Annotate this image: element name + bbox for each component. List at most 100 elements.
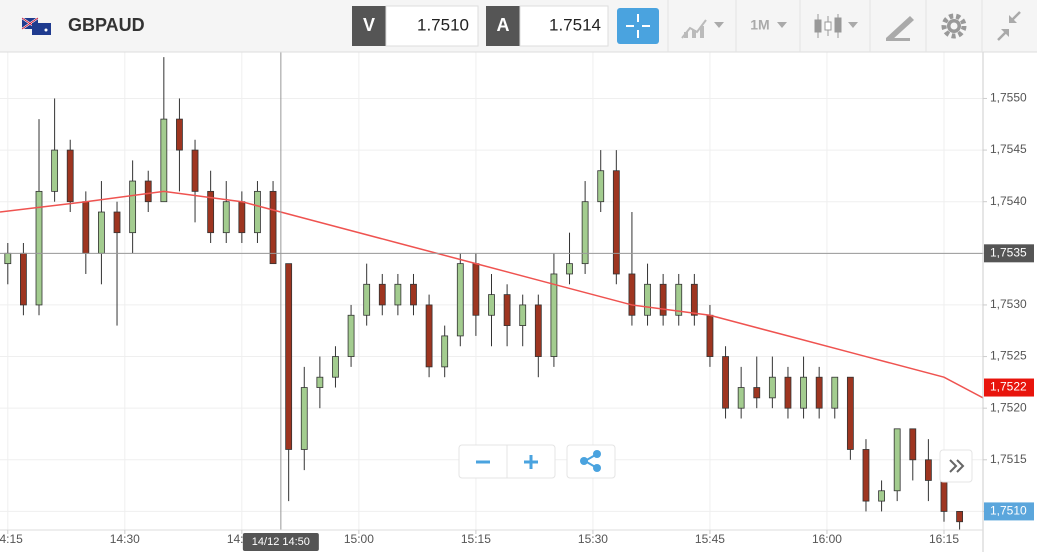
candle-body [51,149,59,192]
candle-body [862,449,870,502]
candle-body [488,294,495,316]
candle-body [269,190,277,265]
axes: 1,7510 1,7515 1,7520 1,7525 1,7530 1,7535 1,75… [0,91,1034,551]
candle-body [893,428,901,492]
candle-body [534,304,542,357]
y-tick-label: 1,7545 [990,142,1027,156]
x-tick-label: 15:00 [344,532,374,546]
candle-body [176,118,183,151]
candle-body [332,356,339,378]
x-tick-label: 14:15 [0,532,23,546]
candle-body [815,376,823,409]
y-tick-label: 1,7550 [990,91,1027,105]
candle-body [659,283,667,316]
candle-body [940,480,948,512]
candle-body [909,428,917,461]
y-tick-label: 1,7515 [990,452,1027,466]
x-tick-label: 16:15 [929,532,959,546]
settings-button[interactable] [941,13,967,39]
x-tick-label: 15:30 [578,532,608,546]
price-label-box [984,378,1034,397]
candle-body [160,118,168,203]
share-button[interactable] [566,444,616,479]
candle-body [98,211,105,254]
candle-body [690,283,698,316]
candle-body [425,304,433,368]
candle-body [441,335,449,368]
candle-body [722,356,729,409]
bid-price: 1.7510 [417,15,469,34]
candle-body [846,376,854,450]
ask-button[interactable] [486,6,520,46]
candle-body [191,149,199,192]
candle-body [581,201,589,265]
candle-body [706,314,714,357]
crosshair-time-label: 14/12 14:50 [252,536,310,548]
crosshair-price-label: 1,7535 [990,245,1027,259]
candle-body [612,170,620,275]
candle-body [456,263,464,337]
collapse-button[interactable] [997,11,1021,41]
candle-style-button[interactable] [814,14,858,38]
candle-body [550,273,558,357]
zoom-in-button[interactable] [524,455,538,469]
candle-body [472,263,480,316]
candle-body [363,283,371,316]
price-label-box [984,502,1034,521]
candle-body [300,387,308,450]
candle-body [737,387,745,409]
candle-body [82,201,90,254]
candle-body [207,190,215,234]
y-tick-label: 1,7540 [990,194,1027,208]
draw-button[interactable] [886,16,914,41]
plot-area [0,52,983,530]
candle-body [628,273,636,316]
bid-label: V [363,15,375,35]
candle-body [394,283,402,306]
separators [667,0,983,52]
candle-body [831,376,839,409]
candle-body [222,201,230,234]
moving-average [0,190,983,399]
candle-body [285,263,293,450]
ask-price: 1.7514 [549,15,601,34]
candle-body [956,511,963,523]
ask-field [519,5,609,47]
bid-field [385,5,479,47]
crosshair-time-box [242,533,319,551]
candle-body [316,376,324,388]
candle-body [4,252,12,265]
price-label: 1,7522 [990,380,1027,394]
candle-body [768,376,776,399]
crosshair-price-box [984,244,1034,263]
y-tick-label: 1,7520 [990,400,1027,414]
candle-body [113,211,121,234]
candle-body [566,263,573,275]
bid-button[interactable] [352,6,386,46]
x-tick-label: 15:45 [695,532,725,546]
timeframe-button[interactable]: 1M [750,17,787,33]
candle-body [129,180,137,234]
symbol: GBPAUD [68,15,145,35]
candle-body [519,304,527,326]
candle-body [784,376,792,409]
zoom-controls [458,444,556,479]
candle-body [924,459,932,481]
candle-body [410,283,417,306]
price-label: 1,7510 [990,504,1027,518]
candle-body [753,387,761,399]
candle-body [35,190,43,306]
candle-body [66,149,74,203]
x-tick-label: 14:30 [110,532,140,546]
candle-body [800,376,807,409]
crosshair-button[interactable] [617,8,659,44]
candle-body [503,294,511,326]
y-tick-label: 1,7530 [990,297,1027,311]
candle-body [144,180,152,203]
chart-type-button[interactable] [681,19,724,39]
candle-body [878,490,885,502]
ask-label: A [497,15,510,35]
scroll-right-button[interactable] [939,449,973,483]
